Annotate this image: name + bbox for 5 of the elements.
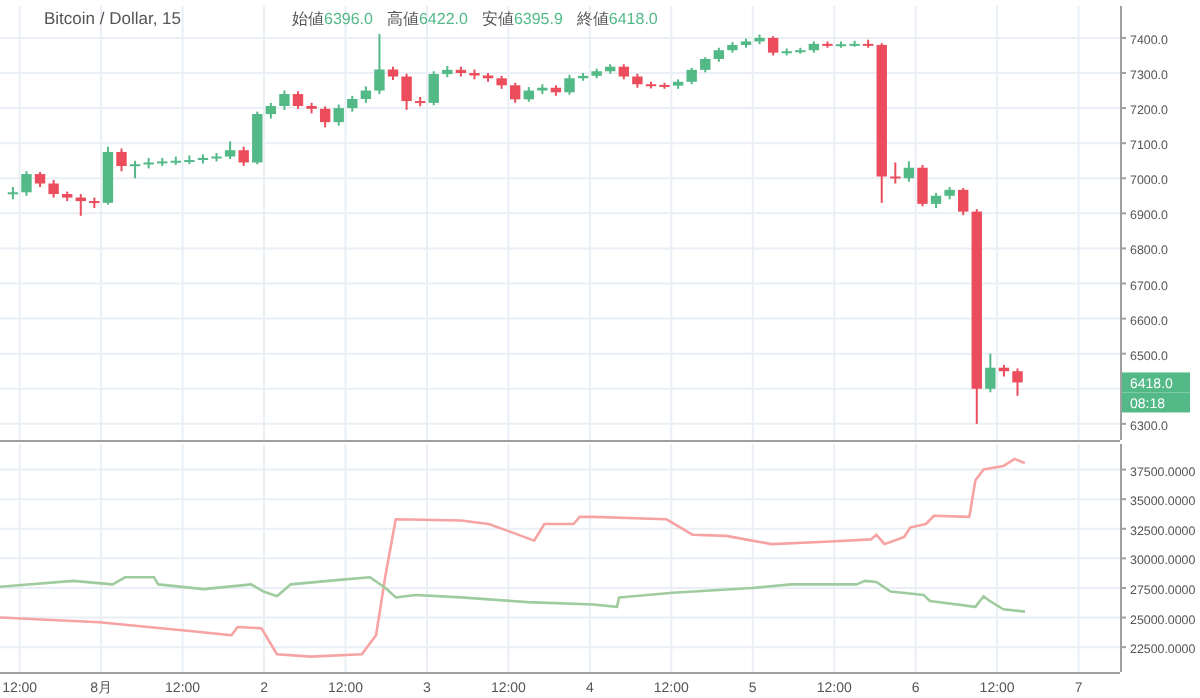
- annotation: 始値6396.0: [292, 10, 375, 28]
- annotation: 終値6418.0: [574, 10, 659, 28]
- chart-title: Bitcoin / Dollar, 15: [44, 8, 182, 28]
- annotation: 高値6422.0: [386, 10, 469, 28]
- annotation: 安値6395.9: [481, 10, 564, 28]
